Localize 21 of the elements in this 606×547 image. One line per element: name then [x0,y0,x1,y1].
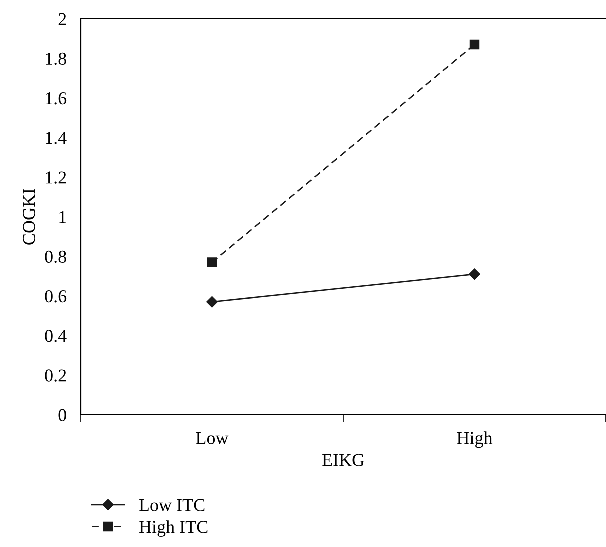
y-axis-title: COGKI [23,189,36,245]
y-tick-label: 1.8 [46,52,66,66]
point [207,258,218,268]
legend-label: Low ITC [139,499,205,512]
y-tick-label: 0.6 [45,290,67,303]
x-tick-label: Low [196,432,229,444]
y-tick-label: 2 [58,13,66,26]
x-tick-label: High [457,432,493,448]
y-tick-label: 1 [60,211,66,224]
y-tick-label: 0 [58,409,66,422]
x-axis-title: EIKG [322,454,364,466]
point [206,296,218,308]
y-tick-label: 0.8 [45,250,66,264]
y-tick-label: 0.2 [45,370,66,382]
y-tick-label: 1.4 [46,132,67,144]
legend-label: High ITC [139,520,208,538]
y-tick-label: 1.2 [46,172,66,184]
y-tick-label: 0.4 [45,330,67,342]
point [470,40,480,50]
y-tick-label: 1.6 [46,92,67,105]
point [469,268,480,280]
